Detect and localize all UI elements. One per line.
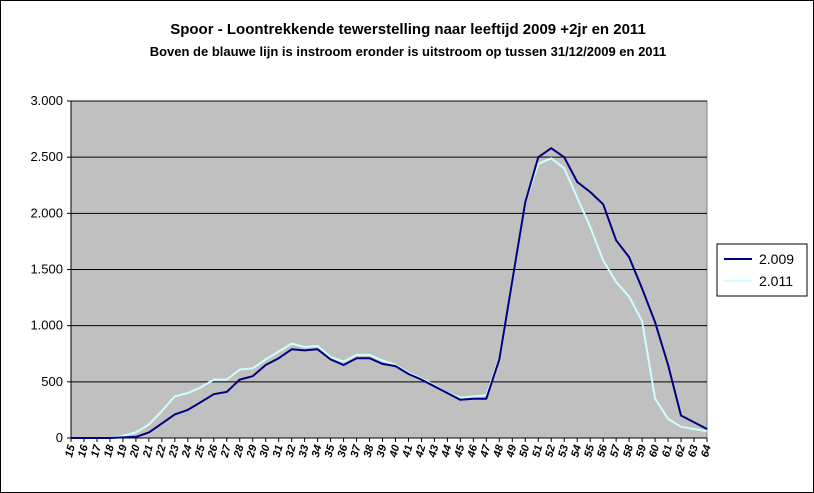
- plot-area: 05001.0001.5002.0002.5003.00015161718192…: [30, 93, 713, 460]
- x-tick-label: 26: [206, 443, 221, 460]
- x-tick-label: 62: [673, 444, 688, 459]
- y-tick-label: 3.000: [30, 93, 63, 108]
- chart-title: Spoor - Loontrekkende tewerstelling naar…: [170, 21, 646, 38]
- x-tick-label: 38: [362, 443, 377, 459]
- x-tick-label: 18: [102, 443, 117, 459]
- x-tick-label: 53: [556, 444, 571, 459]
- x-tick-label: 33: [297, 444, 312, 459]
- x-tick-label: 17: [89, 443, 104, 459]
- x-tick-label: 24: [180, 444, 195, 460]
- y-tick-label: 2.500: [30, 149, 63, 164]
- x-tick-label: 15: [63, 443, 78, 459]
- x-tick-label: 55: [582, 443, 597, 459]
- x-tick-label: 22: [154, 444, 169, 460]
- y-tick-label: 500: [41, 374, 63, 389]
- x-tick-label: 28: [232, 443, 247, 460]
- x-tick-label: 43: [426, 444, 441, 460]
- x-tick-label: 25: [193, 443, 208, 460]
- x-tick-label: 51: [530, 444, 545, 459]
- x-tick-label: 61: [660, 444, 675, 459]
- x-tick-label: 58: [621, 443, 636, 459]
- x-tick-label: 39: [375, 443, 390, 459]
- legend-box: [716, 243, 808, 297]
- x-tick-label: 19: [115, 443, 130, 459]
- x-tick-label: 31: [271, 444, 286, 459]
- x-tick-label: 21: [141, 444, 156, 460]
- x-tick-label: 45: [452, 443, 467, 460]
- y-tick-label: 0: [56, 430, 63, 445]
- y-tick-label: 2.000: [30, 205, 63, 220]
- x-tick-label: 57: [608, 443, 623, 459]
- y-tick-label: 1.000: [30, 318, 63, 333]
- x-tick-label: 40: [387, 443, 402, 460]
- x-tick-label: 27: [219, 443, 234, 460]
- x-tick-label: 41: [400, 444, 415, 460]
- x-tick-label: 32: [284, 444, 299, 459]
- x-tick-label: 63: [686, 444, 701, 459]
- x-tick-label: 49: [504, 443, 519, 460]
- x-tick-label: 16: [76, 443, 91, 459]
- x-tick-label: 42: [413, 444, 428, 460]
- x-tick-label: 47: [478, 443, 493, 460]
- x-tick-label: 64: [699, 444, 714, 459]
- x-tick-label: 34: [310, 444, 325, 459]
- y-tick-label: 1.500: [30, 262, 63, 277]
- legend-label: 2.011: [759, 273, 793, 289]
- x-tick-label: 56: [595, 443, 610, 459]
- x-tick-label: 44: [439, 444, 454, 460]
- x-tick-label: 37: [349, 443, 364, 459]
- x-tick-label: 52: [543, 444, 558, 459]
- x-tick-label: 30: [258, 443, 273, 459]
- x-tick-label: 54: [569, 444, 584, 459]
- x-tick-label: 35: [323, 443, 338, 459]
- legend-label: 2.009: [759, 251, 794, 267]
- x-tick-label: 20: [128, 443, 143, 460]
- chart-subtitle: Boven de blauwe lijn is instroom eronder…: [150, 44, 667, 59]
- x-tick-label: 48: [491, 443, 506, 460]
- series-line-2.009: [71, 147, 708, 439]
- x-tick-label: 36: [336, 443, 351, 459]
- x-tick-label: 59: [634, 443, 649, 459]
- x-tick-label: 60: [647, 443, 662, 459]
- x-tick-label: 29: [245, 443, 260, 460]
- x-tick-label: 46: [465, 443, 480, 460]
- x-tick-label: 50: [517, 443, 532, 459]
- series-line-2.011: [71, 157, 708, 439]
- legend: 2.009 2.011: [716, 243, 808, 297]
- x-tick-label: 23: [167, 444, 182, 460]
